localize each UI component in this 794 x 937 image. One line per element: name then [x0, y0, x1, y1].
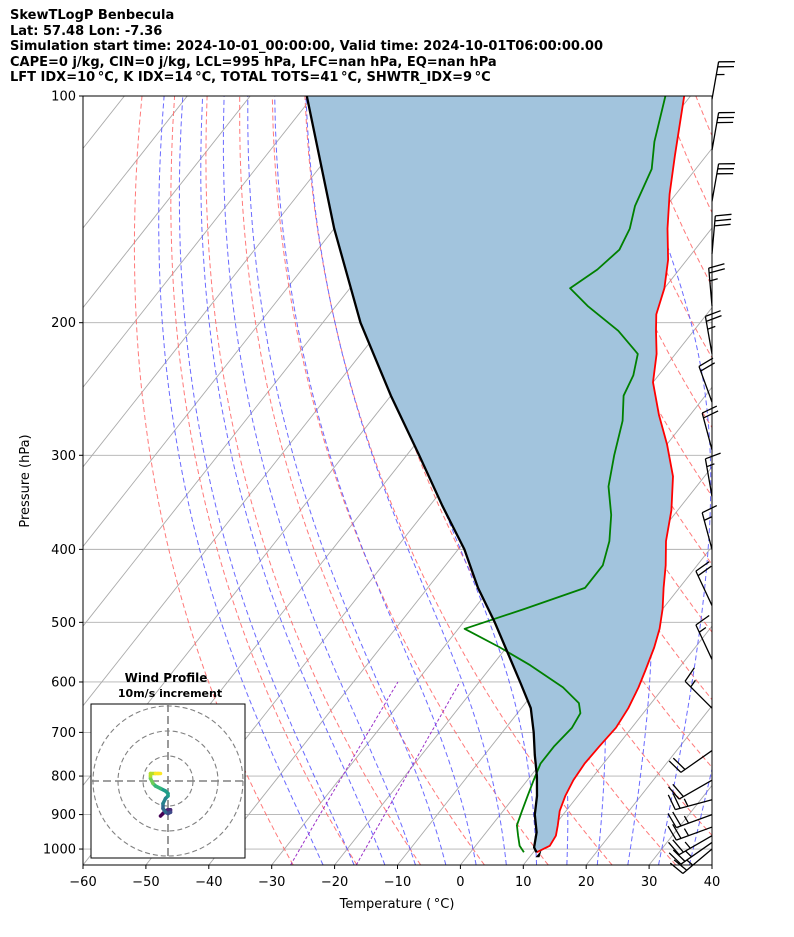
moist-adiabat: [247, 96, 447, 865]
isotherm-line: [83, 96, 251, 309]
x-axis-label: Temperature ( °C): [339, 897, 455, 912]
moist-adiabat: [616, 96, 712, 865]
x-tick-label: 0: [456, 875, 464, 890]
wind-barb: [711, 213, 732, 254]
parcel-start-marker: [535, 850, 542, 858]
dry-adiabat: [565, 96, 712, 429]
isotherm-line: [83, 96, 377, 468]
wind-barb: [698, 357, 716, 403]
wind-barb: [704, 452, 721, 497]
isotherm-line: [711, 864, 712, 865]
y-axis-label: Pressure (hPa): [18, 434, 33, 527]
moist-adiabat: [342, 96, 537, 865]
tick-labels: −60 −50 −40 −30 −20 −10 0 10 20 30 40 100 200 300 400 5…: [43, 90, 720, 891]
dewpoint-line: [463, 96, 667, 853]
x-tick-label: −10: [384, 875, 411, 890]
axes: [79, 95, 713, 869]
y-tick-label: 200: [51, 316, 76, 331]
dry-adiabat: [434, 96, 712, 701]
wind-barb: [701, 405, 719, 450]
mixing-ratio-line: [355, 681, 461, 865]
y-tick-label: 500: [51, 616, 76, 631]
dry-adiabat: [728, 96, 794, 865]
x-tick-label: −40: [195, 875, 222, 890]
wind-barb: [668, 750, 713, 773]
wind-barb: [667, 811, 713, 829]
wind-barb: [668, 779, 713, 800]
x-tick-label: −30: [258, 875, 285, 890]
x-tick-label: −60: [69, 875, 96, 890]
moist-adiabat: [688, 766, 712, 865]
dry-adiabat: [133, 96, 294, 865]
dry-adiabat: [170, 96, 358, 865]
dry-adiabat: [239, 96, 485, 865]
x-tick-label: −20: [321, 875, 348, 890]
y-tick-label: 900: [51, 808, 76, 823]
x-tick-label: −50: [132, 875, 159, 890]
isotherm-line: [83, 96, 314, 389]
wind-barb: [669, 848, 713, 875]
wind-barb: [695, 614, 713, 660]
isotherm-line: [522, 625, 712, 865]
wind-barb: [668, 835, 713, 856]
dry-adiabat: [369, 96, 712, 837]
y-tick-label: 700: [51, 726, 76, 741]
convective-params-line: CAPE=0 j/kg, CIN=0 j/kg, LCL=995 hPa, LF…: [10, 54, 497, 70]
wind-barb: [667, 823, 713, 841]
hodograph-inset: Wind Profile 10m/s increment: [90, 671, 246, 859]
hodograph-subtitle: 10m/s increment: [118, 687, 222, 700]
y-tick-label: 400: [51, 543, 76, 558]
temperature-line: [536, 96, 686, 854]
y-tick-label: 600: [51, 675, 76, 690]
dry-adiabat: [662, 96, 712, 214]
dry-adiabat: [205, 96, 422, 865]
dry-adiabat: [761, 96, 794, 865]
wind-barb: [711, 61, 735, 100]
y-tick-label: 1000: [43, 843, 76, 858]
isotherm-line: [83, 96, 188, 229]
hodograph-plot: [91, 704, 245, 858]
wind-barb: [667, 793, 713, 811]
parcel-line: [305, 96, 539, 853]
cape-fill-area: [306, 96, 685, 853]
isotherm-line: [585, 705, 712, 865]
dry-adiabat: [271, 96, 549, 865]
y-tick-label: 800: [51, 770, 76, 785]
x-tick-label: 10: [515, 875, 532, 890]
time-line: Simulation start time: 2024-10-01_00:00:…: [10, 39, 603, 54]
cape-shading: [306, 96, 685, 853]
profile-lines: [305, 96, 686, 858]
wind-barb: [668, 841, 713, 865]
stability-indices-line: LFT IDX=10 °C, K IDX=14 °C, TOTAL TOTS=4…: [10, 70, 491, 85]
chart-title: SkewTLogP Benbecula: [10, 8, 175, 23]
moist-adiabat: [519, 96, 653, 865]
wind-barbs: [667, 61, 735, 875]
y-tick-label: 300: [51, 449, 76, 464]
wind-barb: [684, 667, 713, 709]
mixing-ratio-line: [290, 681, 399, 865]
isotherm-line: [397, 466, 712, 865]
moist-adiabat: [305, 96, 507, 865]
wind-barb: [701, 505, 718, 550]
wind-barb: [711, 163, 735, 202]
moist-adiabat: [720, 96, 794, 865]
wind-barb: [711, 111, 735, 151]
moist-adiabat: [222, 96, 416, 865]
x-tick-label: 40: [704, 875, 721, 890]
hodograph-title: Wind Profile: [125, 671, 208, 685]
moist-adiabat: [274, 96, 477, 865]
x-tick-label: 30: [641, 875, 658, 890]
y-tick-label: 100: [51, 90, 76, 105]
wind-barb: [708, 263, 725, 306]
chart-header: SkewTLogP Benbecula Lat: 57.48 Lon: -7.3…: [10, 8, 603, 86]
x-tick-label: 20: [578, 875, 595, 890]
wind-barb: [695, 561, 713, 606]
location-line: Lat: 57.48 Lon: -7.36: [10, 23, 163, 39]
wind-barb: [704, 310, 722, 354]
